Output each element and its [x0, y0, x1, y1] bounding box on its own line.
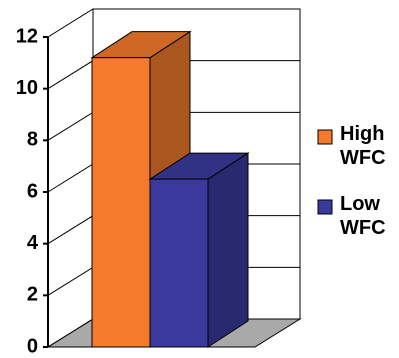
- y-tick-label: 12: [16, 25, 38, 47]
- y-tick-label: 4: [27, 232, 39, 254]
- y-tick-label: 0: [27, 335, 38, 357]
- legend-swatch: [317, 199, 333, 215]
- bar: [149, 178, 209, 348]
- legend-label: Low WFC: [340, 193, 386, 239]
- legend-swatch: [317, 129, 333, 145]
- bar-side: [207, 152, 249, 348]
- y-tick-label: 10: [16, 77, 38, 99]
- y-tick-label: 8: [27, 129, 38, 151]
- grid-line: [47, 8, 300, 38]
- y-tick-label: 6: [27, 180, 38, 202]
- bar: [91, 57, 151, 348]
- legend-label: High WFC: [340, 123, 386, 169]
- y-tick-label: 2: [27, 284, 38, 306]
